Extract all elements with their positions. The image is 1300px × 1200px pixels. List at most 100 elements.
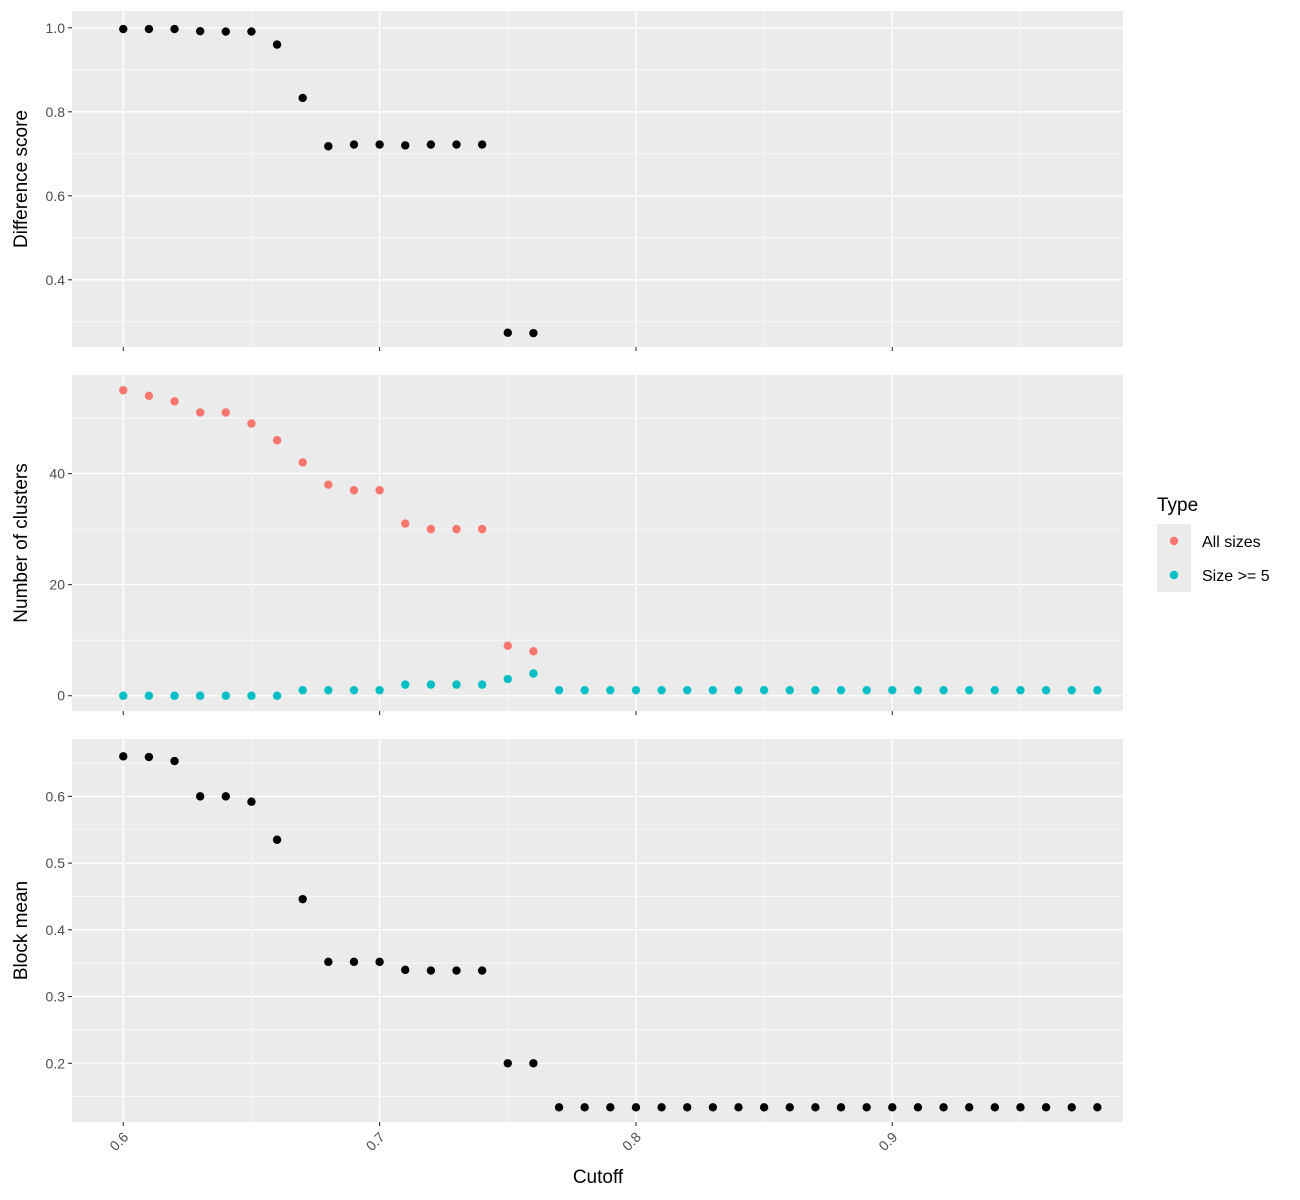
data-point	[477, 140, 487, 149]
y-tick-label: 0.2	[46, 1055, 66, 1071]
data-point	[631, 685, 641, 695]
x-axis: 0.6 0.7 0.8 0.9	[106, 1129, 900, 1154]
data-point	[580, 685, 589, 695]
data-point	[349, 486, 359, 495]
y-tick-label: 0.6	[46, 188, 66, 204]
data-point	[272, 40, 282, 49]
data-point	[1041, 685, 1051, 695]
data-point	[170, 756, 179, 766]
y-tick-label: 0.3	[46, 989, 66, 1005]
data-point	[529, 1059, 538, 1068]
data-point	[298, 685, 307, 695]
plot-panels: 0.4 0.6 0.8 1.0 Difference score 0 20 40 Number …	[11, 11, 1123, 1126]
legend-title: Type	[1157, 495, 1198, 516]
data-point	[811, 1103, 820, 1112]
data-point	[1093, 1103, 1102, 1112]
data-point	[247, 419, 256, 428]
data-point	[503, 328, 512, 337]
data-point	[503, 641, 512, 650]
panel-background	[72, 11, 1123, 347]
data-point	[221, 691, 231, 700]
data-point	[683, 1103, 692, 1112]
data-point	[375, 685, 384, 695]
data-point	[1016, 685, 1025, 695]
data-point	[836, 685, 846, 695]
data-point	[298, 894, 307, 904]
y-tick-label: 0.6	[46, 788, 66, 804]
data-point	[298, 458, 307, 467]
data-point	[247, 27, 256, 36]
data-point	[503, 674, 512, 684]
data-point	[862, 1103, 871, 1112]
data-point	[862, 685, 871, 695]
panel-3: 0.2 0.3 0.4 0.5 0.6 Block mean	[11, 739, 1123, 1126]
data-point	[401, 680, 410, 689]
data-point	[452, 140, 461, 149]
data-point	[375, 486, 384, 495]
data-point	[657, 685, 666, 695]
y-tick-label: 0.4	[46, 272, 66, 288]
data-point	[426, 680, 436, 689]
data-point	[964, 685, 974, 695]
data-point	[349, 957, 359, 967]
data-point	[144, 752, 154, 762]
data-point	[580, 1103, 589, 1112]
data-point	[606, 1103, 615, 1112]
data-point	[1016, 1103, 1025, 1112]
data-point	[221, 27, 231, 36]
data-point	[195, 26, 205, 36]
data-point	[734, 1103, 743, 1112]
x-tick-label: 0.7	[363, 1129, 388, 1154]
data-point	[939, 685, 948, 695]
y-tick-label: 20	[49, 577, 65, 593]
data-point	[964, 1103, 974, 1112]
data-point	[759, 1103, 769, 1112]
data-point	[119, 752, 128, 761]
data-point	[477, 966, 487, 975]
data-point	[452, 966, 461, 975]
data-point	[195, 792, 205, 801]
data-point	[195, 408, 205, 417]
data-point	[990, 1103, 1000, 1112]
data-point	[324, 957, 333, 967]
data-point	[272, 436, 282, 445]
y-axis-title: Number of clusters	[11, 463, 32, 622]
data-point	[272, 835, 282, 844]
data-point	[349, 685, 359, 695]
data-point	[683, 685, 692, 695]
data-point	[247, 691, 256, 700]
data-point	[426, 524, 436, 534]
data-point	[324, 142, 333, 151]
data-point	[426, 966, 436, 975]
data-point	[426, 140, 436, 149]
data-point	[631, 1103, 641, 1112]
data-point	[554, 1103, 564, 1112]
data-point	[657, 1103, 666, 1112]
data-point	[1093, 685, 1102, 695]
data-point	[144, 391, 154, 401]
data-point	[119, 24, 128, 34]
panel-1: 0.4 0.6 0.8 1.0 Difference score	[11, 11, 1123, 351]
data-point	[247, 797, 256, 806]
data-point	[477, 680, 487, 689]
panel-background	[72, 739, 1123, 1122]
data-point	[477, 524, 487, 534]
data-point	[452, 680, 461, 689]
data-point	[811, 685, 820, 695]
data-point	[913, 1103, 923, 1112]
y-tick-label: 40	[49, 466, 65, 482]
data-point	[375, 140, 384, 149]
data-point	[529, 328, 538, 338]
data-point	[144, 691, 154, 700]
y-tick-label: 1.0	[46, 20, 66, 36]
y-tick-label: 0.4	[46, 922, 66, 938]
data-point	[170, 691, 179, 700]
data-point	[503, 1059, 512, 1068]
data-point	[888, 685, 897, 695]
data-point	[375, 957, 384, 967]
data-point	[119, 691, 128, 700]
data-point	[529, 669, 538, 678]
data-point	[452, 524, 461, 534]
panel-background	[72, 375, 1123, 711]
